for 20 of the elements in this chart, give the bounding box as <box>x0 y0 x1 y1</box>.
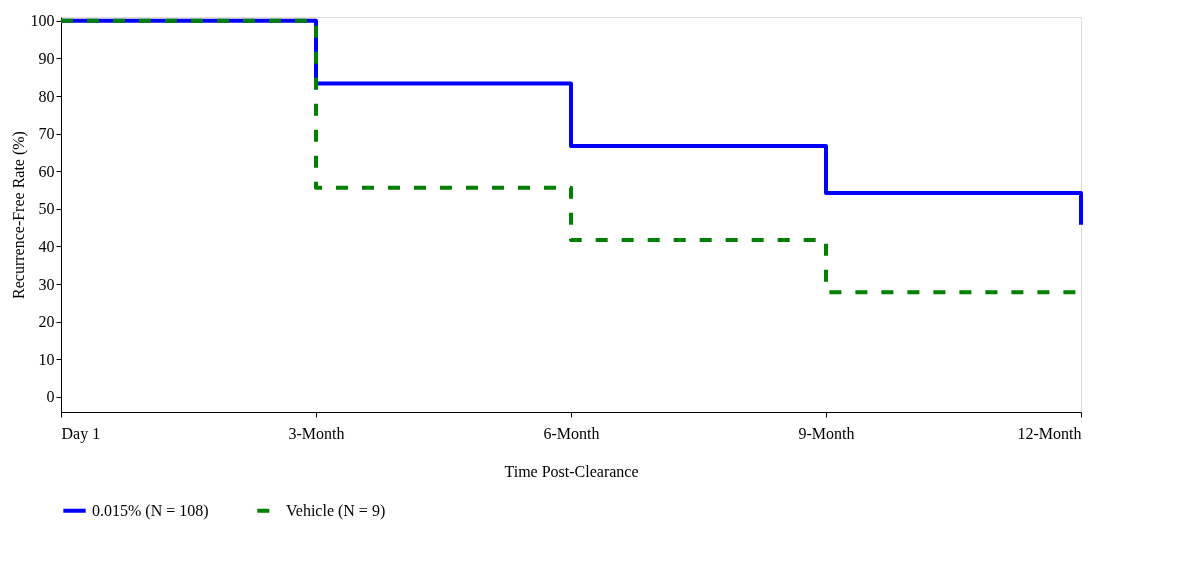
legend-label: Vehicle (N = 9) <box>286 501 386 520</box>
x-tick-label: 3-Month <box>288 424 345 442</box>
y-tick-label: 90 <box>38 49 55 67</box>
y-tick-label: 30 <box>38 275 55 293</box>
y-tick-label: 50 <box>38 200 55 218</box>
y-tick-label: 80 <box>38 87 55 105</box>
y-tick-label: 70 <box>38 125 55 143</box>
x-tick-label: 6-Month <box>543 424 600 442</box>
y-tick-label: 10 <box>38 350 55 368</box>
y-tick-label: 40 <box>38 237 55 255</box>
x-axis-title: Time Post-Clearance <box>504 462 639 480</box>
legend-label: 0.015% (N = 108) <box>92 501 209 520</box>
x-tick-label: Day 1 <box>61 424 101 443</box>
y-axis-title: Recurrence-Free Rate (%) <box>9 131 28 299</box>
y-tick-label: 60 <box>38 162 55 180</box>
x-tick-label: 12-Month <box>1017 424 1082 442</box>
y-tick-label: 0 <box>46 388 55 406</box>
y-tick-label: 100 <box>30 12 55 30</box>
x-tick-label: 9-Month <box>798 424 855 442</box>
y-tick-label: 20 <box>38 313 55 331</box>
